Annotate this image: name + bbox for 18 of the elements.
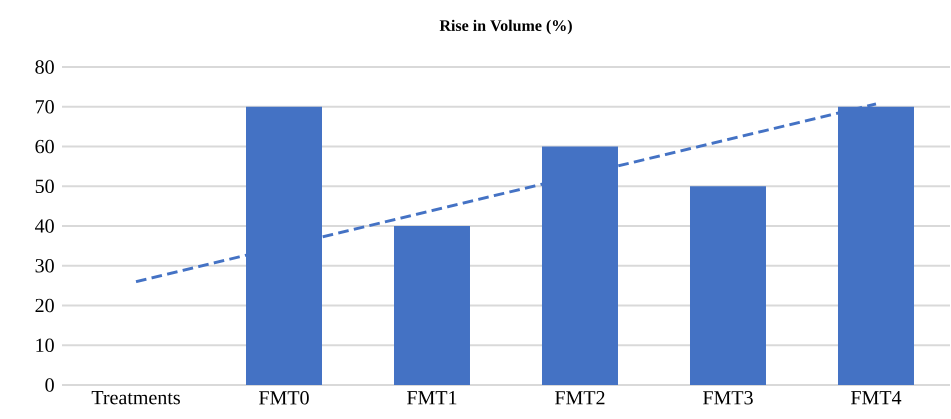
y-tick-label: 20 — [36, 298, 54, 312]
y-tick-label: 0 — [45, 378, 54, 392]
bar — [690, 186, 766, 385]
x-tick-label: Treatments — [92, 391, 180, 404]
y-tick-label: 60 — [35, 140, 54, 154]
x-tick-label: FMT4 — [851, 391, 902, 404]
x-tick-label: FMT3 — [703, 391, 753, 404]
y-tick-label: 40 — [35, 219, 54, 233]
chart-title: Rise in Volume (%) — [440, 20, 572, 34]
y-tick-label: 50 — [36, 180, 54, 193]
y-tick-label: 80 — [35, 60, 54, 74]
bar — [394, 226, 470, 385]
x-tick-label: FMT1 — [407, 391, 456, 404]
y-tick-label: 70 — [36, 100, 54, 114]
y-tick-label: 30 — [36, 259, 54, 272]
x-tick-label: FMT2 — [555, 391, 604, 404]
x-tick-label: FMT0 — [259, 391, 309, 405]
y-tick-label: 10 — [36, 338, 54, 352]
